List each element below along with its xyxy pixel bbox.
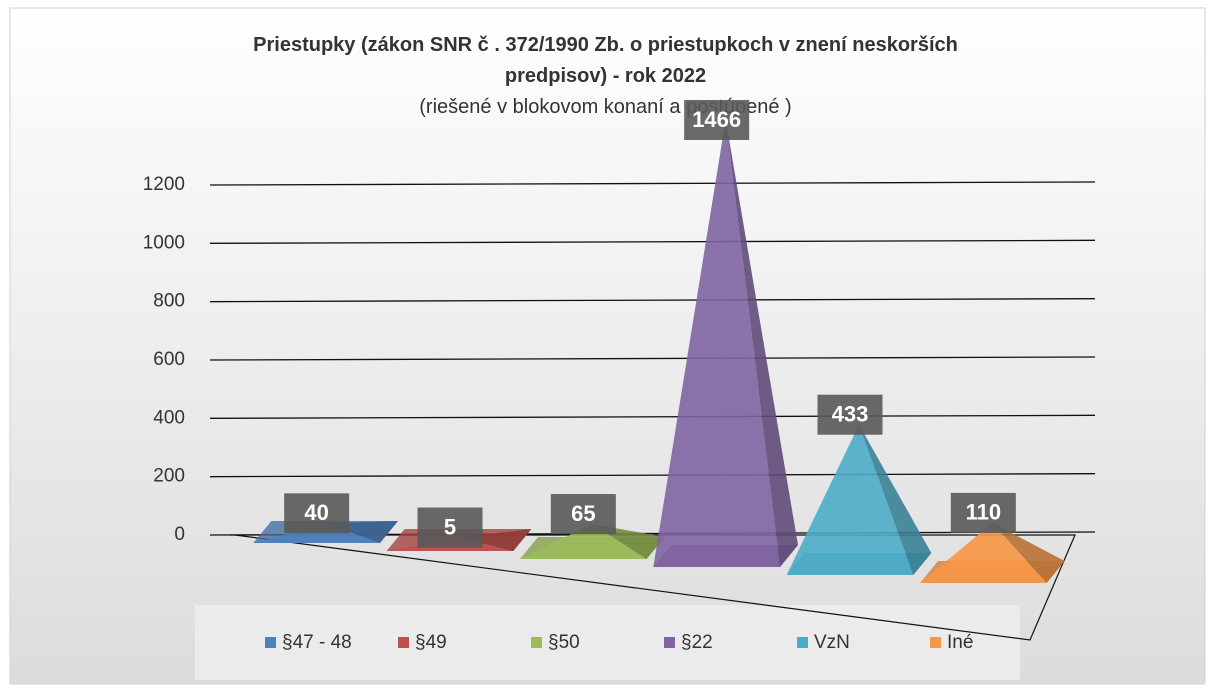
legend-swatch bbox=[265, 637, 276, 648]
pyramid-side bbox=[992, 522, 1065, 583]
legend-swatch bbox=[797, 637, 808, 648]
pyramid-front bbox=[653, 119, 780, 568]
chart-subtitle: (riešené v blokovom konaní a postúpené ) bbox=[419, 96, 792, 118]
pyramid-front bbox=[920, 522, 1047, 583]
data-label-box bbox=[950, 492, 1016, 533]
grid-line bbox=[209, 239, 1096, 244]
data-label-box bbox=[684, 100, 750, 140]
grid-line bbox=[209, 298, 1096, 303]
legend-label: §22 bbox=[681, 632, 713, 653]
chart-title: Priestupky (zákon SNR č . 372/1990 Zb. o… bbox=[253, 34, 958, 87]
pyramid-front bbox=[520, 524, 647, 559]
data-label-box bbox=[817, 394, 883, 435]
legend-label: VzN bbox=[814, 632, 850, 653]
legend-label: §47 - 48 bbox=[282, 632, 352, 653]
data-label: 5 bbox=[444, 514, 456, 539]
legend-swatch bbox=[664, 637, 675, 648]
legend-box bbox=[195, 605, 1020, 680]
grid-line bbox=[209, 356, 1096, 361]
title-box: Priestupky (zákon SNR č . 372/1990 Zb. o… bbox=[253, 34, 958, 118]
pyramid-side bbox=[725, 119, 798, 568]
pyramid-side bbox=[459, 529, 532, 551]
y-tick-label: 0 bbox=[174, 524, 185, 545]
grid-line bbox=[209, 473, 1096, 478]
y-tick-label: 200 bbox=[153, 466, 185, 487]
data-label-box bbox=[417, 507, 483, 548]
data-label: 433 bbox=[832, 402, 869, 427]
data-label-box bbox=[550, 494, 616, 535]
legend-label: §50 bbox=[548, 632, 580, 653]
data-label: 1466 bbox=[692, 107, 741, 132]
data-label-box bbox=[284, 493, 350, 534]
legend-label: §49 bbox=[415, 632, 447, 653]
data-label: 65 bbox=[571, 501, 595, 526]
y-tick-label: 800 bbox=[153, 291, 185, 312]
grid-line bbox=[209, 414, 1096, 419]
legend-swatch bbox=[398, 637, 409, 648]
legend-swatch bbox=[930, 637, 941, 648]
legend-swatch bbox=[531, 637, 542, 648]
y-tick-label: 1200 bbox=[143, 174, 185, 195]
y-tick-label: 600 bbox=[153, 349, 185, 370]
y-tick-label: 1000 bbox=[143, 232, 185, 253]
pyramid-side bbox=[859, 424, 932, 575]
grid-line bbox=[209, 181, 1096, 186]
data-label: 40 bbox=[304, 500, 328, 525]
pyramid-front bbox=[786, 424, 914, 575]
y-tick-label: 400 bbox=[153, 407, 185, 428]
legend-label: Iné bbox=[947, 632, 973, 653]
data-label: 110 bbox=[966, 500, 1002, 525]
